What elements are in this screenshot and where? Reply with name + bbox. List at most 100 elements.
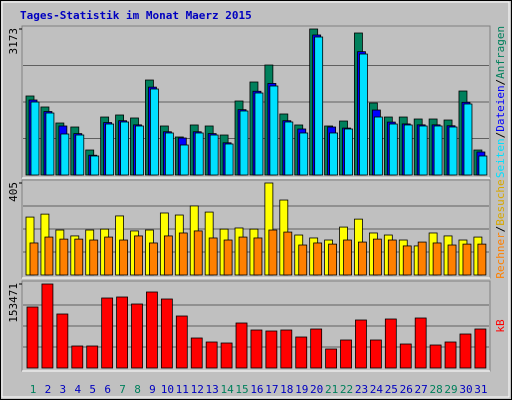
bar	[268, 229, 278, 276]
bar	[209, 134, 219, 176]
bar	[388, 123, 398, 176]
bar	[105, 123, 115, 176]
bar	[295, 336, 308, 369]
bar	[372, 238, 382, 276]
x-tick-label: 30	[459, 383, 472, 396]
bar	[429, 344, 442, 369]
x-tick-label: 21	[325, 383, 338, 396]
x-tick-label: 13	[206, 383, 219, 396]
legend: Seiten/Dateien/Anfragen	[494, 26, 507, 178]
bar	[463, 103, 473, 176]
bar	[44, 236, 54, 276]
bar	[101, 297, 114, 369]
bar	[283, 231, 293, 276]
bar	[250, 329, 263, 369]
x-tick-label: 31	[474, 383, 487, 396]
bar	[387, 239, 397, 276]
bar	[477, 243, 487, 276]
y-tick-label: 405	[7, 182, 20, 202]
bar	[298, 244, 308, 276]
bar	[433, 125, 443, 176]
bar	[175, 315, 188, 369]
bar	[29, 242, 39, 276]
bar	[459, 333, 472, 369]
bar	[193, 230, 203, 276]
bar	[224, 143, 234, 176]
x-tick-label: 26	[400, 383, 413, 396]
bar	[205, 341, 218, 369]
bar	[149, 242, 158, 276]
bar	[343, 239, 352, 276]
x-tick-label: 3	[60, 383, 67, 396]
y-tick-label: 153471	[7, 283, 20, 323]
x-tick-label: 29	[444, 383, 457, 396]
bar	[163, 235, 173, 276]
bar	[178, 232, 188, 276]
legend-entry: kB	[494, 319, 507, 333]
bar	[119, 239, 128, 276]
legend-separator: /	[494, 226, 507, 233]
bar	[235, 322, 248, 369]
bar	[359, 53, 368, 176]
bar	[403, 124, 413, 176]
legend-entry: Rechner	[494, 232, 507, 279]
x-tick-label: 28	[429, 383, 442, 396]
legend: Rechner/Besuche	[494, 179, 507, 278]
bar	[89, 239, 99, 276]
bar	[116, 296, 128, 369]
legend-entry: Anfragen	[494, 26, 507, 79]
x-tick-label: 1	[30, 383, 37, 396]
x-tick-label: 6	[104, 383, 111, 396]
bar	[325, 348, 338, 369]
x-tick-label: 24	[370, 383, 384, 396]
bar	[60, 133, 70, 176]
legend-entry: Besuche	[494, 179, 507, 225]
bar	[164, 132, 174, 176]
x-tick-label: 17	[265, 383, 278, 396]
bar	[448, 126, 458, 176]
bar	[75, 134, 85, 176]
legend-entry: Seiten	[494, 138, 507, 178]
bar	[120, 121, 129, 176]
y-tick-label: 3173	[7, 28, 20, 55]
bar	[269, 85, 279, 176]
x-tick-label: 2	[45, 383, 52, 396]
bar	[45, 112, 55, 176]
bar	[299, 132, 309, 176]
bar	[284, 121, 294, 176]
bar	[358, 241, 367, 276]
bar	[59, 238, 69, 276]
legend-entry: Dateien	[494, 85, 507, 131]
x-tick-label: 8	[134, 383, 141, 396]
bar	[220, 342, 233, 369]
bar	[280, 329, 293, 369]
bar	[56, 313, 69, 369]
bar	[135, 125, 144, 176]
x-tick-label: 9	[149, 383, 156, 396]
x-tick-label: 25	[385, 383, 398, 396]
bar	[402, 245, 412, 276]
bar	[179, 144, 189, 176]
x-tick-label: 18	[280, 383, 293, 396]
bar	[160, 298, 173, 369]
legend: kB	[494, 319, 507, 333]
bar	[223, 239, 233, 276]
bar	[150, 88, 159, 176]
bar	[190, 337, 203, 369]
bar	[478, 155, 488, 176]
bar	[238, 236, 248, 276]
bar	[30, 101, 40, 176]
bar	[265, 330, 278, 369]
bar	[399, 343, 412, 369]
bar	[90, 155, 100, 176]
x-tick-label: 27	[415, 383, 428, 396]
x-tick-label: 4	[74, 383, 81, 396]
x-tick-label: 19	[295, 383, 308, 396]
bar	[104, 236, 114, 276]
x-tick-label: 12	[191, 383, 204, 396]
bar	[239, 110, 249, 176]
x-tick-label: 7	[119, 383, 126, 396]
bar	[373, 116, 383, 176]
bar	[86, 345, 99, 369]
